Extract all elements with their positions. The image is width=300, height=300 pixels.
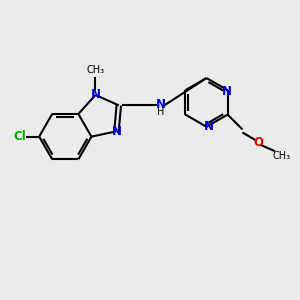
Text: N: N xyxy=(155,98,165,111)
Text: N: N xyxy=(204,120,214,133)
Text: H: H xyxy=(157,107,165,117)
Text: Cl: Cl xyxy=(14,130,26,143)
Text: N: N xyxy=(222,85,232,98)
Text: CH₃: CH₃ xyxy=(272,151,290,161)
Text: O: O xyxy=(254,136,264,149)
Text: CH₃: CH₃ xyxy=(86,65,104,75)
Text: N: N xyxy=(91,88,100,101)
Text: N: N xyxy=(111,125,122,138)
